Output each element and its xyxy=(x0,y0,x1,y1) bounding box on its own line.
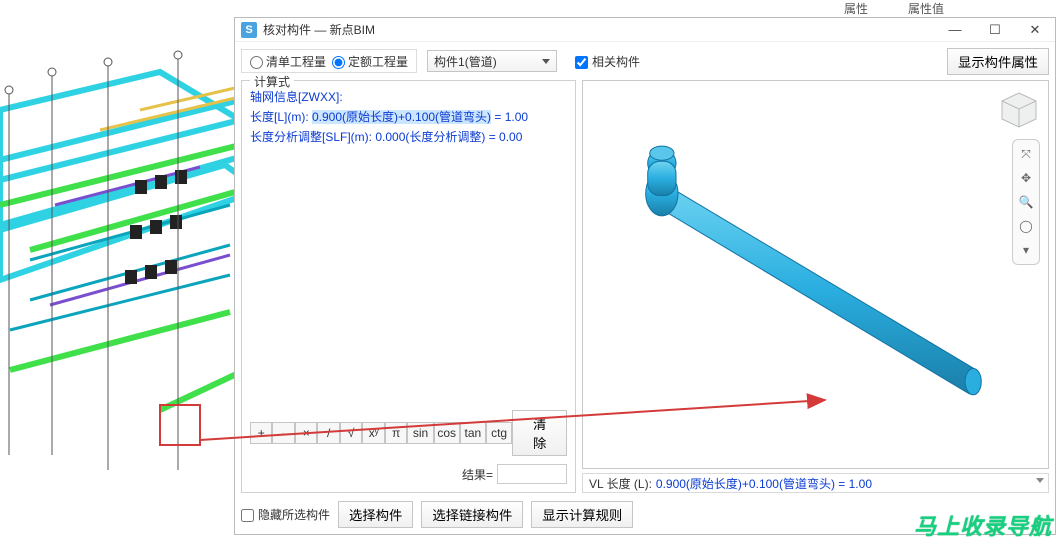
op-pi[interactable]: π xyxy=(385,422,407,444)
op-cos[interactable]: cos xyxy=(434,422,460,444)
radio-list-qty[interactable]: 清单工程量 xyxy=(250,53,326,70)
calc-line-length: 长度[L](m): 0.900(原始长度)+0.100(管道弯头) = 1.00 xyxy=(250,107,567,127)
watermark-text: 马上收录导航 xyxy=(914,509,1052,541)
select-component-button[interactable]: 选择构件 xyxy=(338,501,413,528)
op-mul[interactable]: × xyxy=(295,422,317,444)
titlebar[interactable]: S 核对构件 — 新点BIM — ☐ ✕ xyxy=(235,18,1055,42)
op-pow[interactable]: xʸ xyxy=(362,422,384,444)
view-tool-orbit-icon[interactable]: ◯ xyxy=(1016,216,1036,236)
op-tan[interactable]: tan xyxy=(460,422,486,444)
minimize-button[interactable]: — xyxy=(935,18,975,42)
operator-toolbar: + - × / √ xʸ π sin cos tan ctg 清除 xyxy=(250,410,567,456)
header-col-attr: 属性 xyxy=(844,0,868,17)
show-properties-button[interactable]: 显示构件属性 xyxy=(947,48,1049,75)
radio-quota-input[interactable] xyxy=(332,56,345,69)
maximize-button[interactable]: ☐ xyxy=(975,18,1015,42)
related-components-checkbox[interactable]: 相关构件 xyxy=(575,53,640,70)
op-sqrt[interactable]: √ xyxy=(340,422,362,444)
vl-formula-bar[interactable]: VL 长度 (L): 0.900(原始长度)+0.100(管道弯头) = 1.0… xyxy=(582,473,1049,493)
op-minus[interactable]: - xyxy=(272,422,294,444)
hide-selected-input[interactable] xyxy=(241,509,254,522)
calc-line-length-selected[interactable]: 0.900(原始长度)+0.100(管道弯头) xyxy=(312,110,491,124)
view-tool-pan-icon[interactable]: ✥ xyxy=(1016,168,1036,188)
show-calc-rules-button[interactable]: 显示计算规则 xyxy=(531,501,633,528)
select-linked-component-button[interactable]: 选择链接构件 xyxy=(421,501,523,528)
view-cube[interactable] xyxy=(998,89,1040,131)
vl-prefix: VL 长度 (L): xyxy=(589,475,652,492)
radio-quota-qty[interactable]: 定额工程量 xyxy=(332,53,408,70)
op-div[interactable]: / xyxy=(317,422,339,444)
view-tool-zoom-icon[interactable]: 🔍 xyxy=(1016,192,1036,212)
result-input[interactable] xyxy=(497,464,567,484)
result-label: 结果= xyxy=(462,466,493,483)
component-select-value: 构件1(管道) xyxy=(434,53,497,70)
component-3d-viewer[interactable]: ⤧ ✥ 🔍 ◯ ▾ xyxy=(582,80,1049,469)
calc-line-slf-value: 0.000(长度分析调整) = 0.00 xyxy=(375,130,522,144)
pipe-svg xyxy=(583,81,1048,468)
close-button[interactable]: ✕ xyxy=(1015,18,1055,42)
window-title: 核对构件 — 新点BIM xyxy=(263,21,935,38)
related-checkbox-label: 相关构件 xyxy=(592,53,640,70)
hide-selected-checkbox[interactable]: 隐藏所选构件 xyxy=(241,506,330,523)
radio-list-input[interactable] xyxy=(250,56,263,69)
hide-selected-label: 隐藏所选构件 xyxy=(258,506,330,523)
app-icon: S xyxy=(241,22,257,38)
radio-quota-label: 定额工程量 xyxy=(348,53,408,70)
calc-line-length-tail: = 1.00 xyxy=(491,110,528,124)
calc-legend: 计算式 xyxy=(250,73,294,90)
header-col-value: 属性值 xyxy=(908,0,944,17)
view-tool-more-icon[interactable]: ▾ xyxy=(1016,240,1036,260)
calc-line-slf-label: 长度分析调整[SLF](m): xyxy=(250,130,375,144)
vl-expression: 0.900(原始长度)+0.100(管道弯头) = 1.00 xyxy=(656,475,872,492)
radio-list-label: 清单工程量 xyxy=(266,53,326,70)
quantity-type-radios: 清单工程量 定额工程量 xyxy=(241,49,417,73)
view-tool-nav-icon[interactable]: ⤧ xyxy=(1016,144,1036,164)
op-plus[interactable]: + xyxy=(250,422,272,444)
calc-line-length-label: 长度[L](m): xyxy=(250,110,312,124)
related-checkbox-input[interactable] xyxy=(575,56,588,69)
calculation-groupbox: 计算式 轴网信息[ZWXX]: 长度[L](m): 0.900(原始长度)+0.… xyxy=(241,80,576,493)
op-ctg[interactable]: ctg xyxy=(486,422,512,444)
calc-line-slf: 长度分析调整[SLF](m): 0.000(长度分析调整) = 0.00 xyxy=(250,127,567,147)
clear-button[interactable]: 清除 xyxy=(512,410,567,456)
component-select[interactable]: 构件1(管道) xyxy=(427,50,557,72)
vl-dropdown-icon[interactable] xyxy=(1036,478,1044,483)
op-sin[interactable]: sin xyxy=(407,422,433,444)
calc-line-zwxx: 轴网信息[ZWXX]: xyxy=(250,87,567,107)
view-tools: ⤧ ✥ 🔍 ◯ ▾ xyxy=(1012,139,1040,265)
verify-component-dialog: S 核对构件 — 新点BIM — ☐ ✕ 清单工程量 定额工程量 构件1(管道) xyxy=(234,17,1056,535)
